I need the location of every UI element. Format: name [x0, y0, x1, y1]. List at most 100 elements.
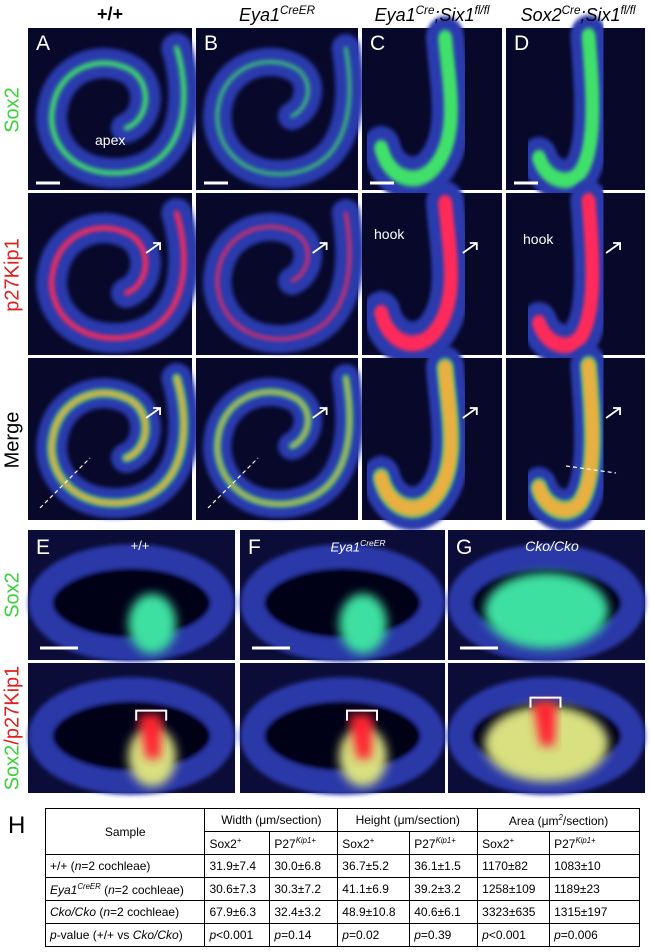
section-panel	[28, 530, 235, 662]
table: Sample Width (μm/section) Height (μm/secti…	[44, 808, 640, 947]
text: Area (μm	[508, 813, 559, 828]
text: (	[100, 882, 109, 897]
panel-letter: E	[36, 536, 51, 559]
italic-text: Cko/Cko	[525, 538, 579, 554]
text: <0.001	[216, 928, 254, 942]
section-line	[39, 457, 91, 509]
arrow	[605, 242, 621, 254]
signal	[215, 376, 352, 506]
tissue	[203, 364, 364, 519]
superscript: Cre	[415, 4, 435, 17]
subheader-row: Sox2+ P27Kip1+ Sox2+ P27Kip1+ Sox2+ P27Kip1+	[46, 831, 640, 855]
italic-text: Eya1	[374, 5, 416, 25]
signal	[374, 195, 458, 352]
tissue-ring	[240, 677, 445, 795]
cells	[339, 593, 387, 654]
tissue	[362, 181, 471, 366]
annotation: hook	[374, 226, 405, 242]
micrograph-panel	[362, 16, 502, 201]
header-cell: Height (μm/section)	[337, 808, 479, 832]
table-cell: p-value (+/+ vs Cko/Cko)	[44, 923, 206, 947]
cells	[484, 572, 609, 649]
red-wedge	[532, 701, 557, 746]
text: μm/section)	[397, 813, 460, 827]
micrograph-panel	[196, 193, 364, 355]
text: <0.001	[488, 928, 526, 942]
signal	[49, 210, 187, 341]
table-cell: p<0.001	[477, 923, 551, 947]
text: /section)	[562, 813, 609, 828]
section-panel	[28, 663, 235, 795]
micrograph-panel	[196, 28, 364, 190]
italic-text: Sox2	[520, 5, 562, 25]
section-panel	[240, 663, 445, 795]
superscript: Cre	[561, 4, 581, 17]
superscript: CreER	[279, 4, 316, 17]
table-cell: p<0.001	[204, 923, 271, 947]
text: Height (	[355, 813, 398, 827]
italic-text: p	[482, 928, 489, 942]
arrow	[145, 242, 161, 254]
text: =2 cochleae)	[81, 859, 151, 873]
table-cell: p=0.14	[269, 923, 339, 947]
header-cell: Width (μm/section)	[204, 808, 339, 832]
table-row: p-value (+/+ vs Cko/Cko) p<0.001 p=0.14 p=0…	[44, 923, 640, 947]
tissue	[520, 345, 611, 532]
section-line	[207, 457, 259, 509]
tissue	[36, 363, 200, 519]
cells	[128, 593, 177, 654]
italic-text: p	[209, 928, 217, 942]
text: P27	[554, 836, 576, 851]
text: =0.14	[281, 928, 312, 942]
column-header: +/+	[96, 4, 124, 24]
table-cell: 41.1±6.9	[337, 877, 411, 901]
text: Sox2	[482, 836, 510, 851]
signal	[532, 193, 600, 354]
tissue-ring	[28, 544, 235, 662]
panel-letter: F	[248, 536, 261, 559]
text: =0.006	[560, 928, 598, 942]
section-panel	[447, 530, 646, 662]
table-cell: 30.0±6.8	[269, 854, 339, 878]
text: =0.02	[348, 928, 380, 942]
table-cell: 30.6±7.3	[204, 877, 271, 901]
annotation: hook	[523, 231, 554, 247]
arrow	[605, 407, 621, 419]
tissue	[520, 180, 611, 367]
italic-text: Eya1	[330, 539, 361, 555]
italic-text: n	[74, 859, 82, 873]
signal	[532, 358, 600, 519]
micrograph-panel	[506, 15, 645, 202]
signal	[49, 375, 187, 506]
table-cell: 32.4±3.2	[269, 900, 339, 924]
text: /p27Kip1	[1, 665, 24, 745]
italic-text: Cko/Cko	[132, 928, 179, 942]
table-cell: Eya1CreER (n=2 cochleae)	[44, 877, 206, 901]
italic-text: n	[108, 882, 115, 897]
row-label: p27Kip1	[1, 238, 24, 312]
bracket	[529, 696, 562, 708]
table-cell: 30.3±7.2	[269, 877, 339, 901]
italic-text: p	[50, 928, 57, 942]
text: P27	[274, 836, 296, 851]
italic-text: n	[103, 905, 111, 919]
panel-letter: A	[36, 32, 51, 55]
micrograph-panel	[362, 346, 502, 531]
text: (	[96, 905, 104, 919]
italic-text: p	[342, 928, 349, 942]
red-wedge	[349, 714, 373, 759]
text: =0.39	[420, 928, 452, 942]
table-cell: 31.9±7.4	[204, 854, 271, 878]
table-cell: 67.9±6.3	[204, 900, 271, 924]
italic-text: ;Six1	[580, 5, 621, 25]
section-line	[565, 465, 617, 474]
bracket	[135, 709, 168, 721]
table-cell: 1170±82	[477, 854, 551, 878]
superscript: CreER	[77, 881, 101, 891]
superscript: 2	[558, 812, 563, 822]
panel-label: Eya1CreER	[331, 538, 386, 554]
table-cell: 40.6±6.1	[409, 900, 479, 924]
superscript: +	[369, 835, 375, 845]
text: =2 cochleae)	[114, 882, 184, 897]
